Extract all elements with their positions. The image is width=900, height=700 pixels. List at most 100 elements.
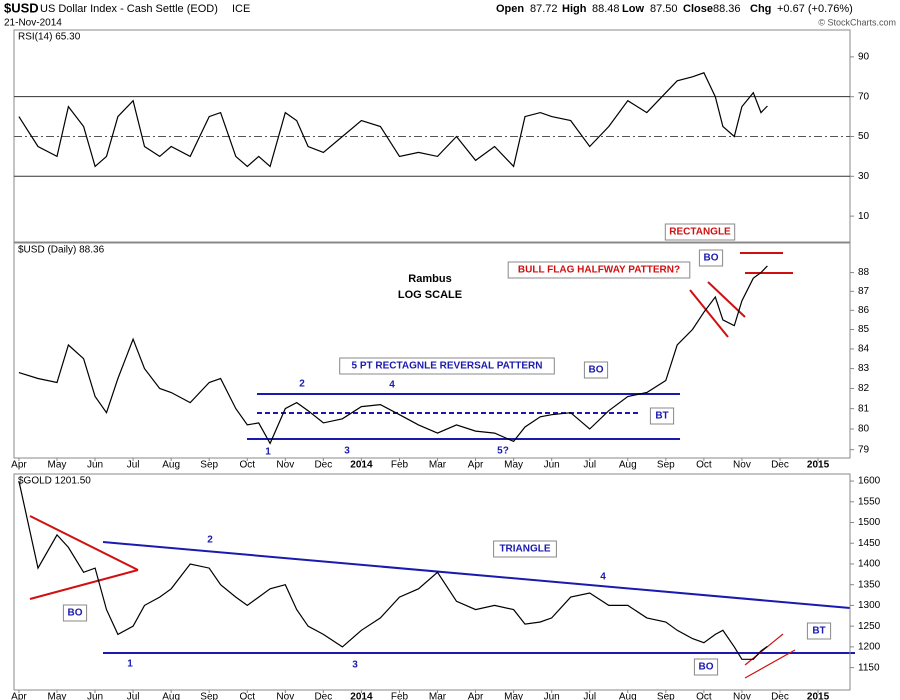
price-line <box>18 72 768 168</box>
copyright: © StockCharts.com <box>818 17 896 27</box>
panel <box>13 473 851 691</box>
quote-value: +0.67 (+0.76%) <box>777 3 853 15</box>
y-tick-label: 1400 <box>858 559 881 570</box>
y-tick-label: 87 <box>858 286 870 297</box>
exchange: ICE <box>232 3 250 15</box>
x-tick-label: Oct <box>239 692 255 700</box>
annotation: Rambus <box>408 273 451 285</box>
x-tick-label: Oct <box>696 460 712 471</box>
annotation-box <box>507 261 691 279</box>
annotation-box <box>493 540 557 558</box>
y-tick-label: 85 <box>858 324 870 335</box>
x-tick-label: Apr <box>11 460 27 471</box>
annotation: 3 <box>352 660 358 671</box>
annotation: 1 <box>127 659 133 670</box>
quote-value: 87.50 <box>650 3 678 15</box>
y-tick-label: 79 <box>858 444 870 455</box>
panel <box>13 242 851 459</box>
x-tick-label: Jul <box>583 692 596 700</box>
x-tick-label: Dec <box>314 692 332 700</box>
y-tick-label: 1250 <box>858 621 881 632</box>
x-tick-label: Aug <box>162 692 180 700</box>
annotation: 4 <box>389 380 395 391</box>
annotation: LOG SCALE <box>398 289 462 301</box>
quote-label: Open <box>496 3 524 15</box>
x-tick-label: Dec <box>771 460 789 471</box>
y-tick-label: 80 <box>858 424 870 435</box>
x-tick-label: Sep <box>200 460 218 471</box>
annotation-box <box>806 622 832 640</box>
x-tick-label: Jun <box>87 692 103 700</box>
x-tick-label: Sep <box>657 460 675 471</box>
annotation: 2 <box>299 379 305 390</box>
y-tick-label: 10 <box>858 211 870 222</box>
quote-label: High <box>562 3 587 15</box>
x-tick-label: Dec <box>314 460 332 471</box>
x-tick-label: Nov <box>733 692 751 700</box>
date: 21-Nov-2014 <box>4 18 62 29</box>
annotation: BO <box>704 253 719 264</box>
y-tick-label: 1450 <box>858 538 881 549</box>
x-tick-label: Jun <box>544 692 560 700</box>
quote-value: 87.72 <box>530 3 558 15</box>
y-tick-label: 84 <box>858 344 870 355</box>
x-tick-label: Jul <box>583 460 596 471</box>
y-tick-label: 81 <box>858 403 870 414</box>
annotation: 4 <box>600 572 606 583</box>
x-tick-label: 2015 <box>807 692 830 700</box>
y-tick-label: 50 <box>858 131 870 142</box>
annotation: BO <box>589 365 604 376</box>
x-tick-label: Mar <box>429 692 447 700</box>
quote-label: Chg <box>750 3 771 15</box>
annotation: TRIANGLE <box>499 544 550 555</box>
annotation: 2 <box>207 535 213 546</box>
annotation: BO <box>699 662 714 673</box>
annotation: BT <box>812 626 825 637</box>
x-tick-label: Jun <box>87 460 103 471</box>
x-tick-label: Aug <box>619 460 637 471</box>
x-tick-label: Oct <box>239 460 255 471</box>
y-tick-label: 83 <box>858 363 870 374</box>
x-tick-label: May <box>48 460 67 471</box>
panel-title: $GOLD 1201.50 <box>18 476 91 487</box>
x-tick-label: Sep <box>657 692 675 700</box>
annotation: 3 <box>344 446 350 457</box>
annotation-box <box>649 407 675 425</box>
y-tick-label: 86 <box>858 305 870 316</box>
usd-patterns <box>247 252 793 440</box>
panel-title: $USD (Daily) 88.36 <box>18 245 105 256</box>
y-tick-label: 1200 <box>858 642 881 653</box>
annotation: BULL FLAG HALFWAY PATTERN? <box>518 265 680 276</box>
x-tick-label: Nov <box>733 460 751 471</box>
quote-label: Close <box>683 3 713 15</box>
gold-patterns <box>29 515 855 679</box>
x-tick-label: Aug <box>162 460 180 471</box>
quote-label: Low <box>622 3 644 15</box>
price-line <box>18 265 768 445</box>
x-tick-label: Aug <box>619 692 637 700</box>
x-tick-label: Jul <box>127 460 140 471</box>
x-tick-label: Feb <box>391 460 409 471</box>
y-tick-label: 1300 <box>858 600 881 611</box>
annotation-box <box>583 361 609 379</box>
y-tick-label: 70 <box>858 91 870 102</box>
x-tick-label: Apr <box>11 692 27 700</box>
quote-value: 88.48 <box>592 3 620 15</box>
panel-title: RSI(14) 65.30 <box>18 32 81 43</box>
x-tick-label: Apr <box>468 692 484 700</box>
annotation-box <box>62 604 88 622</box>
y-tick-label: 1150 <box>858 662 880 673</box>
x-tick-label: Oct <box>696 692 712 700</box>
annotation: 5 PT RECTAGNLE REVERSAL PATTERN <box>352 361 543 372</box>
y-tick-label: 1350 <box>858 579 881 590</box>
y-tick-label: 1500 <box>858 517 881 528</box>
annotation: BO <box>68 608 83 619</box>
y-tick-label: 1600 <box>858 476 881 487</box>
x-tick-label: 2015 <box>807 460 830 471</box>
x-tick-label: Sep <box>200 692 218 700</box>
x-tick-label: Jun <box>544 460 560 471</box>
annotation: 1 <box>265 447 271 458</box>
quote-value: 88.36 <box>713 3 741 15</box>
y-tick-label: 90 <box>858 52 870 63</box>
annotation: BT <box>655 411 668 422</box>
